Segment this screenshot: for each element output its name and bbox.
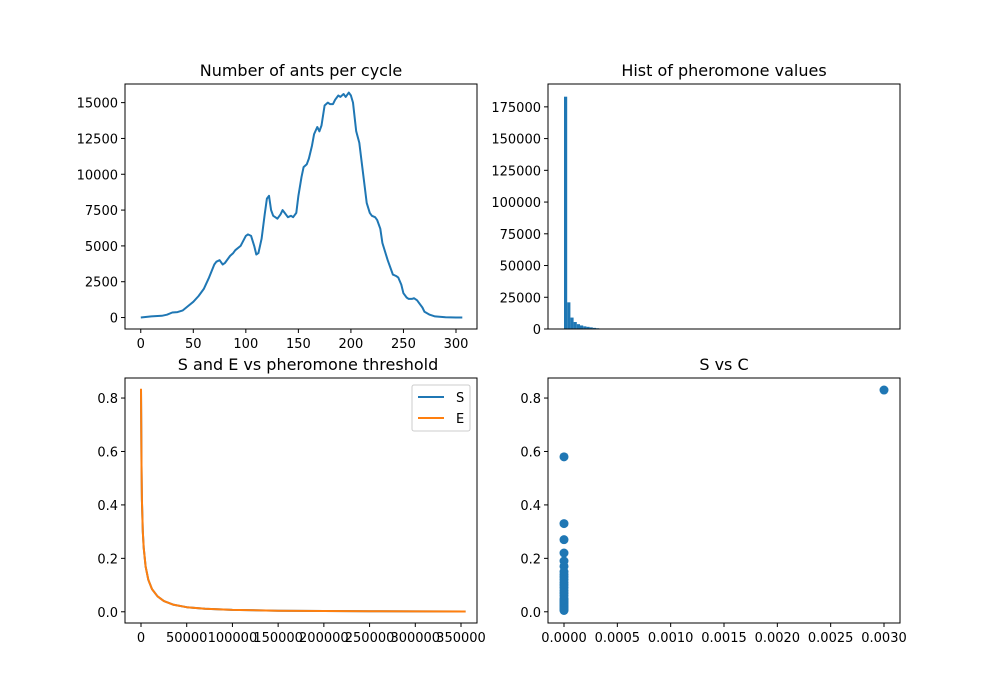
- se-xtick-label: 0: [137, 631, 145, 646]
- scatter-point: [559, 535, 569, 545]
- se-xtick-label: 50000: [166, 631, 207, 646]
- pheromone-histogram-title: Hist of pheromone values: [621, 61, 826, 80]
- hist-ytick-label: 100000: [491, 196, 541, 211]
- se-xtick-label: 100000: [208, 631, 258, 646]
- scatter-xtick-label: 0.0010: [648, 631, 694, 646]
- hist-ytick-label: 125000: [491, 164, 541, 179]
- ants-per-cycle-title: Number of ants per cycle: [200, 61, 403, 80]
- hist-bar: [570, 317, 574, 329]
- hist-bar: [592, 327, 596, 329]
- se-xtick-label: 150000: [253, 631, 303, 646]
- scatter-point: [559, 452, 569, 462]
- s-e-threshold-title: S and E vs pheromone threshold: [178, 355, 438, 374]
- se-ytick-label: 0.2: [97, 552, 118, 567]
- hist-ytick-label: 150000: [491, 133, 541, 148]
- hist-bar: [573, 322, 577, 329]
- scatter-ytick-label: 0.4: [520, 499, 541, 514]
- scatter-ytick-label: 0.0: [520, 606, 541, 621]
- se-ytick-label: 0.0: [97, 606, 118, 621]
- ants-ytick-label: 7500: [85, 204, 118, 219]
- se-frame: [124, 377, 478, 624]
- scatter-ytick-label: 0.8: [520, 392, 541, 407]
- se-xtick-label: 200000: [299, 631, 349, 646]
- ants-xtick-label: 250: [391, 337, 416, 352]
- hist-ytick-label: 25000: [500, 291, 541, 306]
- ants-ytick-label: 12500: [77, 132, 118, 147]
- ants-xtick-label: 50: [185, 337, 202, 352]
- legend-label-e: E: [456, 412, 464, 427]
- se-ytick-label: 0.4: [97, 499, 118, 514]
- scatter-xtick-label: 0.0030: [861, 631, 907, 646]
- hist-bar: [576, 324, 580, 329]
- ants-xtick-label: 0: [137, 337, 145, 352]
- scatter-xtick-label: 0.0005: [595, 631, 641, 646]
- ants-ytick-label: 5000: [85, 240, 118, 255]
- hist-bar: [589, 327, 593, 329]
- s-vs-c-chart: S vs C 0.0000 0.0005 0.0010 0.0015 0.0020 0.0…: [520, 355, 906, 646]
- ants-ytick-label: 15000: [77, 97, 118, 112]
- ants-ytick-label: 10000: [77, 168, 118, 183]
- hist-ytick-label: 0: [533, 323, 541, 338]
- scatter-xtick-label: 0.0000: [541, 631, 587, 646]
- scatter-xtick-label: 0.0025: [808, 631, 854, 646]
- s-vs-c-title: S vs C: [699, 355, 748, 374]
- scatter-xtick-label: 0.0015: [701, 631, 747, 646]
- hist-bar: [586, 326, 590, 329]
- scatter-xtick-label: 0.0020: [755, 631, 801, 646]
- scatter-point: [559, 548, 569, 558]
- ants-line: [140, 91, 463, 319]
- series-line-e: [140, 388, 466, 613]
- se-ytick-label: 0.8: [97, 392, 118, 407]
- se-ytick-label: 0.6: [97, 445, 118, 460]
- hist-frame: [547, 83, 901, 330]
- hist-ytick-label: 75000: [500, 228, 541, 243]
- pheromone-histogram-chart: Hist of pheromone values 0 25000 50000 7500…: [491, 61, 901, 338]
- se-xtick-label: 300000: [390, 631, 440, 646]
- hist-bar: [567, 302, 571, 329]
- hist-ytick-label: 50000: [500, 260, 541, 275]
- scatter-ytick-label: 0.2: [520, 552, 541, 567]
- ants-frame: [124, 83, 478, 330]
- ants-ytick-label: 2500: [85, 276, 118, 291]
- se-xtick-label: 350000: [436, 631, 486, 646]
- scatter-ytick-label: 0.6: [520, 445, 541, 460]
- ants-xtick-label: 150: [286, 337, 311, 352]
- legend: S E: [411, 384, 471, 432]
- scatter-point: [559, 519, 569, 529]
- scatter-point: [879, 385, 889, 395]
- ants-xtick-label: 300: [444, 337, 469, 352]
- ants-per-cycle-chart: Number of ants per cycle 0 50 100 150 200 250…: [77, 61, 478, 352]
- s-e-threshold-chart: S and E vs pheromone threshold S E 0 5000…: [97, 355, 486, 646]
- ants-ytick-label: 0: [110, 312, 118, 327]
- legend-label-s: S: [456, 391, 464, 406]
- hist-bar: [580, 325, 584, 329]
- hist-ytick-label: 175000: [491, 101, 541, 116]
- hist-bar: [583, 326, 587, 329]
- scatter-point: [559, 605, 569, 615]
- hist-bar: [564, 96, 568, 329]
- ants-xtick-label: 200: [338, 337, 363, 352]
- se-xtick-label: 250000: [345, 631, 395, 646]
- ants-xtick-label: 100: [233, 337, 258, 352]
